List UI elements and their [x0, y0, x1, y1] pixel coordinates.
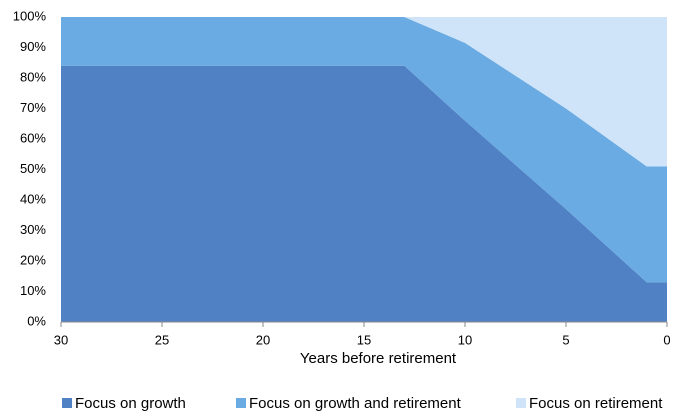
area — [61, 17, 667, 283]
y-tick-label: 50% — [20, 161, 46, 176]
x-tick-label: 0 — [663, 332, 670, 347]
x-tick-label: 25 — [155, 332, 169, 347]
x-tick-label: 30 — [54, 332, 68, 347]
x-tick-label: 15 — [357, 332, 371, 347]
legend-swatch — [62, 398, 72, 408]
y-tick-label: 80% — [20, 69, 46, 84]
legend-swatch — [516, 398, 526, 408]
y-tick-label: 100% — [13, 8, 47, 23]
y-tick-label: 30% — [20, 222, 46, 237]
area — [61, 65, 667, 323]
y-tick-label: 0% — [27, 313, 46, 328]
y-tick-label: 70% — [20, 100, 46, 115]
x-axis-title: Years before retirement — [300, 350, 457, 367]
y-tick-label: 40% — [20, 191, 46, 206]
y-tick-label: 20% — [20, 252, 46, 267]
legend-label: Focus on growth and retirement — [249, 395, 462, 412]
y-tick-label: 60% — [20, 130, 46, 145]
x-tick-label: 5 — [562, 332, 569, 347]
legend-label: Focus on growth — [75, 395, 186, 412]
area — [61, 17, 667, 167]
legend-swatch — [236, 398, 246, 408]
y-tick-label: 10% — [20, 283, 46, 298]
x-tick-label: 20 — [256, 332, 270, 347]
x-tick-label: 10 — [458, 332, 472, 347]
legend-label: Focus on retirement — [529, 395, 663, 412]
y-tick-label: 90% — [20, 39, 46, 54]
